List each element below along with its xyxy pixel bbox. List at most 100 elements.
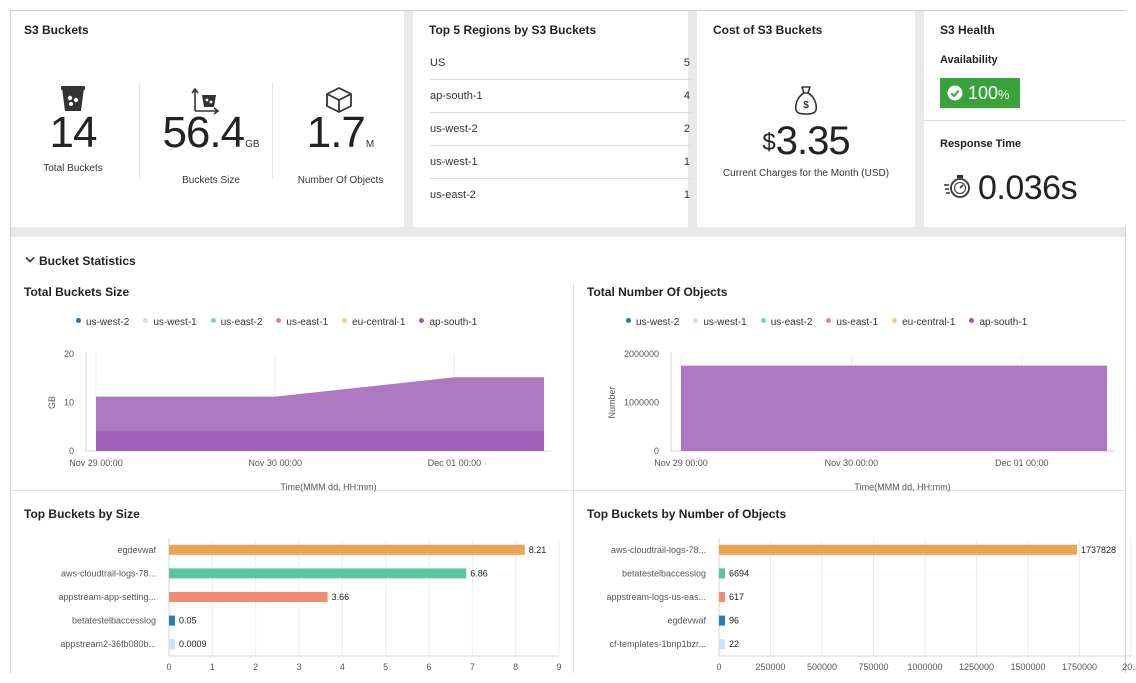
divider	[924, 120, 1126, 121]
response-time-label: Response Time	[940, 138, 1022, 150]
region-name: ap-south-1	[430, 90, 483, 102]
objects-number: 1.7	[306, 108, 366, 157]
section-title[interactable]: Bucket Statistics	[39, 254, 136, 268]
bar	[169, 544, 525, 555]
legend-item[interactable]: us-west-2	[76, 317, 129, 328]
legend-dot	[76, 318, 81, 323]
category-label: betatestelbaccesslog	[622, 568, 706, 578]
top-buckets-size-chart: 0 1 2 3 4 5 6 7 8 9 8.21 egdevwaf 6.86 aws-cloudtrail…	[58, 538, 562, 672]
x-axis-title: Time(MMM dd, HH:mm)	[854, 482, 950, 492]
area-series-ap-south-1	[681, 365, 1107, 451]
availability-badge: 100%	[940, 78, 1020, 108]
legend-item[interactable]: us-east-1	[826, 317, 878, 328]
total-buckets-value: 14	[49, 108, 98, 157]
cost-label: Current Charges for the Month (USD)	[722, 168, 890, 179]
legend-label: us-west-1	[703, 317, 747, 328]
availability-label: Availability	[940, 54, 998, 66]
cube-icon	[326, 87, 352, 113]
cost-currency: $	[762, 129, 776, 156]
legend-item[interactable]: ap-south-1	[419, 317, 477, 328]
top-buckets-objects-chart: 0 250000 500000 750000 1000000 1250000 1500000…	[606, 538, 1136, 672]
x-tick-label: Nov 29 00:00	[69, 458, 123, 468]
total-buckets-size-chart: 0 10 20 Nov 29 00:00 Nov 30 00:00 Dec 01 00:0…	[47, 349, 551, 492]
legend-item[interactable]: ap-south-1	[969, 317, 1027, 328]
region-count: 5	[683, 57, 690, 69]
legend-item[interactable]: us-west-1	[143, 317, 197, 328]
x-tick-label: 250000	[755, 662, 785, 672]
legend-item[interactable]: us-east-1	[276, 317, 328, 328]
cost-value: 3.35	[775, 119, 851, 163]
card-title: S3 Buckets	[24, 23, 89, 37]
legend-label: us-west-1	[153, 317, 197, 328]
objects-stat: 1.7M Number Of Objects	[293, 81, 388, 187]
area-layer	[96, 430, 544, 451]
region-count: 1	[683, 156, 690, 168]
bar-value-label: 96	[729, 616, 739, 626]
legend-dot	[210, 318, 216, 323]
buckets-size-number: 56.4	[162, 108, 245, 157]
objects-value: 1.7M	[293, 111, 388, 167]
bar	[169, 615, 175, 626]
bar-value-label: 1737828	[1081, 545, 1116, 555]
region-count: 2	[683, 123, 690, 135]
top-buckets-size-title: Top Buckets by Size	[24, 507, 140, 521]
x-tick-label: Nov 29 00:00	[654, 458, 708, 468]
x-tick-label: Dec 01 00:00	[428, 458, 482, 468]
bucket-size-icon	[191, 87, 220, 115]
category-label: betatestelbaccesslog	[72, 616, 156, 626]
legend-label: ap-south-1	[979, 317, 1028, 328]
region-row: ap-south-1 4	[430, 80, 692, 113]
legend-dot	[276, 318, 282, 323]
buckets-size-stat: 56.4GB Buckets Size	[156, 81, 266, 187]
buckets-size-unit: GB	[245, 139, 260, 150]
legend-label: us-west-2	[86, 317, 130, 328]
chevron-down-icon[interactable]	[25, 256, 35, 264]
card-title: S3 Health	[940, 23, 995, 37]
horizontal-divider	[11, 490, 1125, 491]
legend-item[interactable]: us-west-2	[626, 317, 679, 328]
availability-value: 100	[968, 83, 999, 103]
legend-item[interactable]: us-east-2	[760, 317, 812, 328]
category-label: egdevwaf	[117, 545, 156, 555]
region-row: US 5	[430, 47, 692, 80]
availability-unit: %	[998, 87, 1010, 102]
bar-value-label: 0.0009	[179, 639, 207, 649]
bar-value-label: 6.86	[470, 568, 488, 578]
legend-label: eu-central-1	[352, 317, 406, 328]
cost-card: Cost of S3 Buckets $ $3.35 Current Charg…	[697, 11, 915, 227]
legend-dot	[342, 318, 348, 323]
x-tick-label: 4	[340, 662, 345, 672]
legend-item[interactable]: eu-central-1	[342, 317, 405, 328]
legend-item[interactable]: us-east-2	[210, 317, 262, 328]
bar	[169, 639, 175, 650]
y-tick-label: 1000000	[624, 398, 659, 408]
category-label: cf-templates-1bnp1bzr...	[609, 639, 706, 649]
category-label: aws-cloudtrail-logs-78...	[61, 568, 156, 578]
category-label: aws-cloudtrail-logs-78...	[611, 545, 706, 555]
legend-dot	[969, 318, 975, 323]
bar	[169, 568, 467, 579]
health-card: S3 Health Availability 100% Response Tim…	[924, 11, 1126, 227]
x-axis-title: Time(MMM dd, HH:mm)	[280, 482, 376, 492]
legend-dot	[892, 318, 898, 323]
bar	[719, 592, 725, 602]
legend-label: us-east-1	[286, 317, 329, 328]
buckets-size-value: 56.4GB	[156, 111, 266, 167]
top-regions-card: Top 5 Regions by S3 Buckets US 5 ap-south-…	[413, 11, 692, 227]
objects-unit: M	[365, 139, 375, 150]
y-tick-label: 0	[69, 446, 74, 456]
region-row: us-east-2 1	[430, 179, 692, 212]
response-time-value: 0.036s	[978, 169, 1078, 207]
region-name: us-west-2	[430, 123, 478, 135]
bar	[719, 639, 725, 650]
bar-value-label: 8.21	[529, 545, 547, 555]
legend-item[interactable]: eu-central-1	[892, 317, 955, 328]
bar	[719, 568, 725, 579]
x-tick-label: Dec 01 00:00	[995, 458, 1049, 468]
bar-value-label: 617	[729, 592, 744, 602]
svg-text:$: $	[803, 100, 809, 111]
region-name: us-west-1	[430, 156, 478, 168]
category-label: appstream-app-setting...	[58, 592, 156, 602]
x-tick-label: 1000000	[907, 662, 942, 672]
legend-item[interactable]: us-west-1	[693, 317, 747, 328]
